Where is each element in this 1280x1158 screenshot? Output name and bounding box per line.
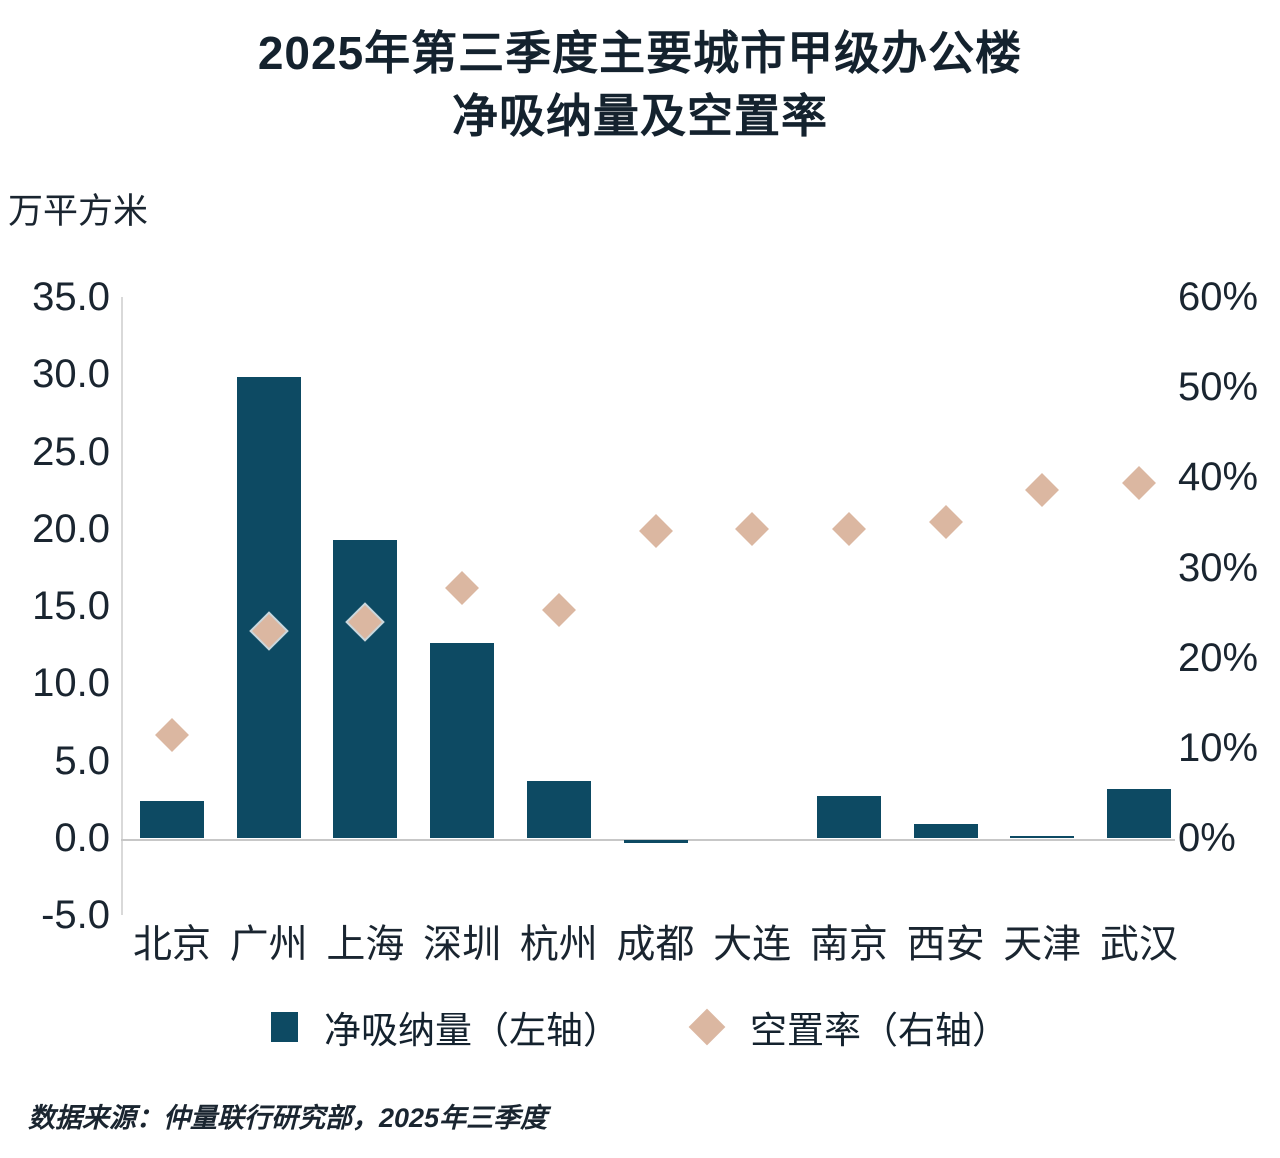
diamond-swatch-icon [688, 1008, 726, 1046]
vacancy-rate-marker [1025, 472, 1060, 507]
right-axis-tick: 0% [1178, 816, 1236, 860]
vacancy-rate-marker [831, 511, 866, 546]
legend-item-net-absorption: 净吸纳量（左轴） [271, 1000, 620, 1054]
right-axis-tick: 10% [1178, 725, 1259, 770]
net-absorption-bar [333, 539, 398, 838]
vacancy-rate-marker [735, 511, 770, 546]
legend-label-vacancy: 空置率（右轴） [750, 1010, 1009, 1051]
net-absorption-bar [236, 377, 301, 838]
left-axis-tick: 5.0 [54, 738, 110, 783]
vacancy-rate-marker [928, 504, 963, 539]
left-axis-tick: 35.0 [32, 275, 110, 319]
x-axis-city-label: 武汉 [1099, 923, 1178, 967]
chart-title: 2025年第三季度主要城市甲级办公楼 净吸纳量及空置率 [0, 22, 1280, 148]
right-axis-tick: 30% [1178, 545, 1259, 590]
net-absorption-bar [1010, 836, 1075, 838]
x-axis-city-label: 大连 [713, 923, 792, 967]
vacancy-rate-marker [1122, 465, 1156, 500]
net-absorption-bar [913, 824, 978, 838]
x-axis-city-label: 深圳 [423, 923, 502, 967]
x-axis-city-label: 成都 [616, 923, 695, 967]
left-axis-unit-label: 万平方米 [8, 192, 149, 231]
x-axis-city-label: 南京 [809, 923, 888, 967]
left-axis-tick: 10.0 [32, 661, 110, 706]
right-axis-tick: 50% [1178, 365, 1259, 410]
left-axis-tick: 30.0 [32, 352, 110, 397]
net-absorption-bar [140, 800, 204, 838]
left-axis-tick: 15.0 [32, 584, 110, 629]
net-absorption-bar [1107, 788, 1171, 838]
left-axis-tick: 0.0 [54, 816, 110, 860]
x-axis-city-label: 北京 [132, 923, 211, 967]
right-axis-tick: 40% [1178, 455, 1259, 500]
bar-swatch-icon [271, 1012, 298, 1042]
source-note: 数据来源：仲量联行研究部，2025年三季度 [28, 1103, 548, 1133]
legend-item-vacancy: 空置率（右轴） [688, 1000, 1009, 1054]
right-axis-tick: 20% [1178, 635, 1259, 680]
right-axis-tick: 60% [1178, 275, 1259, 319]
left-axis-tick: 20.0 [32, 506, 110, 551]
x-axis-city-label: 杭州 [519, 923, 598, 967]
x-axis-city-label: 广州 [229, 923, 308, 967]
vacancy-rate-marker [155, 718, 189, 753]
x-axis-city-label: 天津 [1003, 923, 1082, 967]
net-absorption-bar [430, 643, 495, 838]
left-axis-tick: 25.0 [32, 429, 110, 474]
legend: 净吸纳量（左轴） 空置率（右轴） [0, 1000, 1280, 1054]
net-absorption-bar [623, 840, 688, 844]
vacancy-rate-marker [445, 571, 480, 606]
x-axis-city-label: 上海 [326, 923, 405, 967]
chart-title-line2: 净吸纳量及空置率 [452, 90, 828, 142]
x-axis-city-label: 西安 [906, 923, 985, 967]
chart-title-line1: 2025年第三季度主要城市甲级办公楼 [257, 27, 1023, 79]
vacancy-rate-marker [541, 592, 576, 627]
net-absorption-bar [526, 780, 591, 838]
left-axis-tick: -5.0 [41, 893, 110, 938]
legend-label-net-absorption: 净吸纳量（左轴） [324, 1010, 620, 1051]
left-axis-line [121, 297, 123, 915]
vacancy-rate-marker [638, 513, 673, 548]
net-absorption-bar [816, 796, 881, 838]
